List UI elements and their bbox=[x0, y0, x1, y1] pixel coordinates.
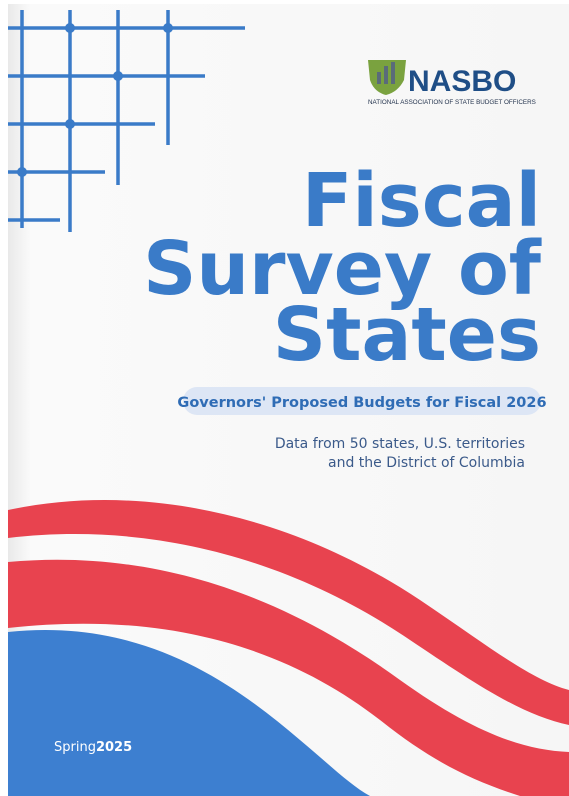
title-line: States bbox=[273, 292, 541, 378]
description-line: Data from 50 states, U.S. territories bbox=[275, 436, 525, 452]
logo-name: NASBO bbox=[408, 65, 516, 98]
subtitle: Governors' Proposed Budgets for Fiscal 2… bbox=[177, 395, 546, 411]
cover: NASBO NATIONAL ASSOCIATION OF STATE BUDG… bbox=[0, 0, 569, 796]
edition-year: 2025 bbox=[96, 740, 132, 755]
description-line: and the District of Columbia bbox=[328, 455, 525, 471]
edition: Spring2025 bbox=[54, 740, 132, 755]
edition-season: Spring bbox=[54, 740, 96, 755]
logo: NASBO NATIONAL ASSOCIATION OF STATE BUDG… bbox=[368, 60, 536, 106]
page: NASBO NATIONAL ASSOCIATION OF STATE BUDG… bbox=[0, 0, 569, 796]
logo-full-name: NATIONAL ASSOCIATION OF STATE BUDGET OFF… bbox=[368, 99, 536, 106]
